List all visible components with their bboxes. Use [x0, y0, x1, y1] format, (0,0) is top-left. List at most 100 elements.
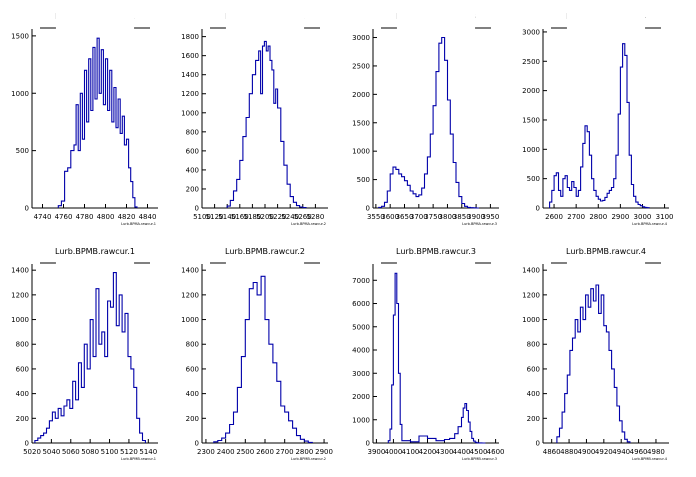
y-tick-label: 500	[16, 147, 29, 155]
histogram-series	[378, 36, 479, 209]
y-tick-label: 400	[16, 390, 29, 398]
x-tick-label: 4940	[612, 448, 630, 456]
x-tick-label: 4600	[487, 448, 505, 456]
x-tick-label: 4500	[470, 448, 488, 456]
y-tick-label: 2500	[352, 62, 370, 70]
y-tick-label: 400	[186, 166, 199, 174]
x-tick-label: 4960	[630, 448, 648, 456]
y-tick-label: 200	[186, 185, 199, 193]
x-tick-label: 4820	[118, 213, 136, 221]
histogram-panel-3: Lurb.BPMA.rawcur.3 0 500 1000 1500 2000 2500 30…	[352, 7, 499, 226]
y-tick-label: 800	[186, 128, 199, 136]
histogram-panel-4: Lurb.BPMA.rawcur.4 0 500 1000 1500 2000 2500 30…	[522, 7, 673, 226]
x-tick-label: 4860	[543, 448, 561, 456]
y-tick-label: 1400	[181, 267, 199, 275]
x-tick-label: 3600	[381, 213, 399, 221]
x-tick-label: 5120	[120, 448, 138, 456]
x-tick-label: 5240	[281, 213, 299, 221]
x-tick-label: 2300	[197, 448, 215, 456]
x-tick-label: 4760	[55, 213, 73, 221]
histogram-series	[57, 37, 138, 208]
histogram-series	[387, 272, 486, 444]
x-tick-label: 2600	[545, 213, 563, 221]
x-tick-label: 4980	[647, 448, 665, 456]
x-tick-label: 3900	[367, 448, 385, 456]
x-tick-label: 4740	[34, 213, 52, 221]
x-tick-label: 5280	[306, 213, 324, 221]
x-tick-label: 3900	[467, 213, 485, 221]
histogram-panel-2: Lurb.BPMA.rawcur.2 0 200 400 600 800 1000 1200 1…	[181, 7, 328, 226]
y-tick-label: 0	[25, 205, 29, 213]
histogram-panel-1: Lurb.BPMA.rawcur.1 0 500 1000 1500 4740476047…	[11, 7, 158, 226]
y-tick-label: 500	[357, 176, 370, 184]
x-tick-label: 2700	[567, 213, 585, 221]
y-tick-label: 1000	[11, 316, 29, 324]
y-tick-label: 0	[195, 205, 199, 213]
x-tick-label: 5180	[243, 213, 261, 221]
x-tick-label: 3850	[453, 213, 471, 221]
x-tick-label: 5100	[101, 448, 119, 456]
stats-caption: Lurb.BPMB.rawcur.4	[632, 457, 668, 461]
x-tick-label: 4840	[139, 213, 157, 221]
y-tick-label: 7000	[352, 277, 370, 285]
stats-caption: Lurb.BPMA.rawcur.4	[632, 222, 668, 226]
y-tick-label: 1600	[181, 52, 199, 60]
y-tick-label: 800	[186, 341, 199, 349]
x-tick-label: 2500	[236, 448, 254, 456]
y-tick-label: 3000	[352, 370, 370, 378]
x-tick-label: 4800	[97, 213, 115, 221]
histogram-series	[549, 43, 650, 209]
y-tick-label: 1200	[11, 291, 29, 299]
y-tick-label: 0	[195, 440, 199, 448]
x-tick-label: 3000	[634, 213, 652, 221]
x-tick-label: 3100	[656, 213, 674, 221]
y-tick-label: 1400	[181, 71, 199, 79]
y-tick-label: 0	[366, 205, 370, 213]
panel-title: Lurb.BPMB.rawcur.1	[55, 247, 135, 256]
x-tick-label: 2400	[217, 448, 235, 456]
x-tick-label: 4400	[453, 448, 471, 456]
y-tick-label: 600	[16, 365, 29, 373]
y-tick-label: 500	[527, 175, 540, 183]
x-tick-label: 5140	[218, 213, 236, 221]
x-tick-label: 3950	[481, 213, 499, 221]
x-tick-label: 4100	[402, 448, 420, 456]
stats-caption: Lurb.BPMB.rawcur.2	[291, 457, 326, 461]
y-tick-label: 1400	[11, 267, 29, 275]
x-tick-label: 3750	[424, 213, 442, 221]
x-tick-label: 4200	[419, 448, 437, 456]
y-tick-label: 1000	[11, 90, 29, 98]
y-tick-label: 6000	[352, 300, 370, 308]
y-tick-label: 1400	[522, 267, 540, 275]
x-tick-label: 4920	[595, 448, 613, 456]
histogram-series	[556, 284, 631, 443]
histogram-panel-6: Lurb.BPMB.rawcur.2 0 200 400 600 800 1000 1200 1…	[181, 7, 333, 461]
y-tick-label: 1000	[352, 148, 370, 156]
stats-caption: Lurb.BPMA.rawcur.3	[462, 222, 497, 226]
y-tick-label: 1000	[352, 416, 370, 424]
y-tick-label: 0	[536, 205, 540, 213]
x-tick-label: 5160	[231, 213, 249, 221]
panel-title: Lurb.BPMB.rawcur.4	[566, 247, 646, 256]
x-tick-label: 5100	[193, 213, 211, 221]
x-tick-label: 3650	[396, 213, 414, 221]
y-tick-label: 1200	[181, 90, 199, 98]
y-tick-label: 3000	[352, 34, 370, 42]
y-tick-label: 4000	[352, 347, 370, 355]
x-tick-label: 3550	[367, 213, 385, 221]
x-tick-label: 5260	[294, 213, 312, 221]
y-tick-label: 3000	[522, 28, 540, 36]
x-tick-label: 5220	[269, 213, 287, 221]
y-tick-label: 0	[25, 440, 29, 448]
x-tick-label: 5080	[81, 448, 99, 456]
y-tick-label: 600	[527, 365, 540, 373]
x-tick-label: 5120	[206, 213, 224, 221]
y-tick-label: 1000	[522, 146, 540, 154]
x-tick-label: 2900	[611, 213, 629, 221]
x-tick-label: 2900	[315, 448, 333, 456]
histogram-series	[34, 272, 146, 443]
y-tick-label: 800	[16, 341, 29, 349]
y-tick-label: 600	[186, 365, 199, 373]
y-tick-label: 1500	[522, 116, 540, 124]
